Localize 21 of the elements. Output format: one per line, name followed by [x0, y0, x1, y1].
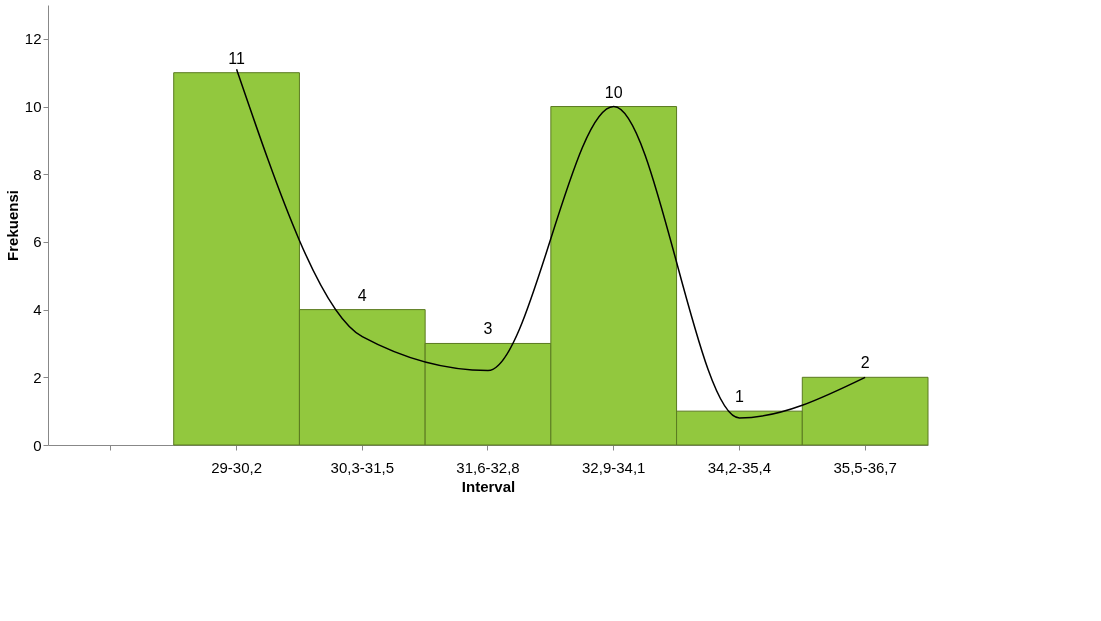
y-tick-label: 4: [33, 301, 42, 319]
x-tick-label: 34,2-35,4: [707, 458, 772, 476]
data-label: 3: [483, 320, 493, 338]
y-tick-label: 12: [24, 30, 42, 48]
x-tick-label: 31,6-32,8: [456, 458, 520, 476]
data-label: 4: [357, 286, 367, 304]
data-label: 10: [604, 83, 623, 101]
y-axis-title: Frekuensi: [3, 190, 21, 261]
y-tick-label: 2: [33, 368, 42, 386]
x-tick-label: 29-30,2: [211, 458, 263, 476]
y-tick-label: 6: [33, 233, 42, 251]
y-tick-label: 10: [24, 98, 42, 116]
x-tick-label: 32,9-34,1: [582, 458, 646, 476]
x-tick-label: 30,3-31,5: [330, 458, 394, 476]
y-tick-label: 8: [33, 165, 42, 183]
data-label: 2: [860, 354, 870, 372]
data-label: 11: [228, 49, 245, 67]
x-tick-label: 35,5-36,7: [833, 458, 897, 476]
y-tick-label: 0: [33, 436, 42, 454]
x-axis-title: Interval: [461, 477, 516, 495]
data-label: 1: [734, 388, 744, 406]
